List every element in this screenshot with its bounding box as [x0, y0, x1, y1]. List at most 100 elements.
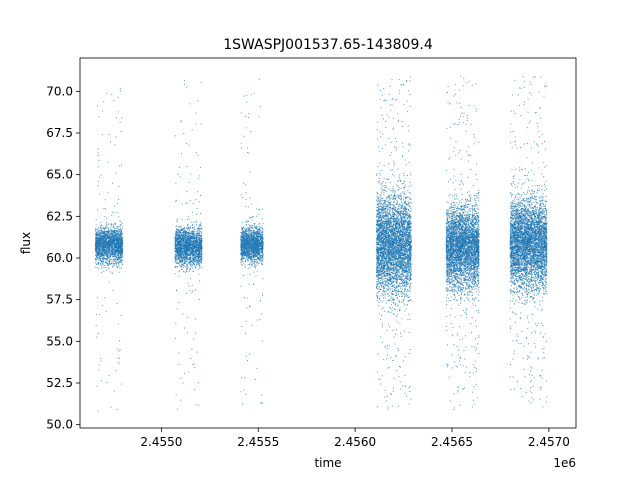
data-point — [192, 242, 194, 244]
data-point — [186, 86, 188, 88]
data-point — [113, 264, 115, 266]
data-point — [188, 242, 190, 244]
data-point — [102, 244, 104, 246]
data-point — [186, 232, 188, 234]
data-point — [95, 246, 97, 248]
data-point — [116, 236, 118, 238]
data-point — [103, 232, 105, 234]
data-point — [107, 265, 109, 267]
data-point — [111, 259, 113, 261]
data-point — [184, 244, 186, 246]
data-point — [187, 228, 189, 230]
data-point — [185, 232, 187, 234]
data-point — [100, 243, 102, 245]
data-point — [187, 233, 189, 235]
data-point — [118, 242, 120, 244]
data-point — [190, 236, 192, 238]
data-point — [174, 240, 176, 242]
data-point — [178, 239, 180, 241]
data-point — [107, 229, 109, 231]
data-point — [109, 233, 111, 235]
data-point — [186, 332, 188, 334]
data-point — [198, 260, 200, 262]
data-point — [104, 227, 106, 229]
data-point — [99, 240, 101, 242]
data-point — [121, 222, 123, 224]
data-point — [195, 255, 197, 257]
data-point — [111, 253, 113, 255]
data-point — [185, 231, 187, 233]
data-point — [199, 245, 201, 247]
data-point — [113, 255, 115, 257]
data-point — [190, 238, 192, 240]
data-point — [102, 236, 104, 238]
data-point — [99, 243, 101, 245]
data-point — [197, 243, 199, 245]
data-point — [197, 234, 199, 236]
data-point — [101, 252, 103, 254]
data-point — [194, 251, 196, 253]
data-point — [199, 280, 201, 282]
data-point — [189, 232, 191, 234]
data-point — [177, 254, 179, 256]
data-point — [183, 257, 185, 259]
data-point — [174, 241, 176, 243]
data-point — [115, 172, 117, 174]
data-point — [116, 258, 118, 260]
data-point — [247, 258, 249, 260]
data-point — [118, 228, 120, 230]
data-point — [115, 232, 117, 234]
data-point — [108, 248, 110, 250]
data-point — [199, 231, 201, 233]
data-point — [250, 262, 252, 264]
data-point — [103, 235, 105, 237]
data-point — [119, 229, 121, 231]
data-point — [97, 181, 99, 183]
data-point — [117, 357, 119, 359]
data-point — [102, 261, 104, 263]
data-point — [110, 253, 112, 255]
data-point — [199, 253, 201, 255]
data-point — [253, 226, 255, 228]
data-point — [198, 255, 200, 257]
data-point — [178, 247, 180, 249]
data-point — [193, 238, 195, 240]
data-point — [106, 244, 108, 246]
data-point — [193, 254, 195, 256]
data-point — [193, 254, 195, 256]
data-point — [199, 239, 201, 241]
data-point — [95, 259, 97, 261]
data-point — [181, 248, 183, 250]
data-point — [201, 254, 203, 256]
data-point — [111, 245, 113, 247]
data-point — [179, 236, 181, 238]
data-point — [101, 230, 103, 232]
data-point — [185, 242, 187, 244]
data-point — [193, 245, 195, 247]
data-point — [196, 256, 198, 258]
data-point — [110, 237, 112, 239]
data-point — [116, 239, 118, 241]
data-point — [192, 290, 194, 292]
data-point — [175, 250, 177, 252]
data-point — [101, 235, 103, 237]
data-point — [115, 238, 117, 240]
data-point — [102, 226, 104, 228]
data-point — [201, 237, 203, 239]
data-point — [95, 250, 97, 252]
data-point — [104, 236, 106, 238]
data-point — [175, 238, 177, 240]
data-point — [190, 173, 192, 175]
data-point — [103, 230, 105, 232]
data-point — [119, 357, 120, 359]
data-point — [102, 238, 104, 240]
data-point — [196, 255, 198, 257]
data-point — [107, 236, 109, 238]
data-point — [113, 241, 115, 243]
data-point — [197, 249, 199, 251]
data-point — [178, 257, 180, 259]
data-point — [105, 310, 107, 312]
data-point — [195, 252, 197, 254]
data-point — [188, 247, 190, 249]
data-point — [187, 224, 189, 226]
